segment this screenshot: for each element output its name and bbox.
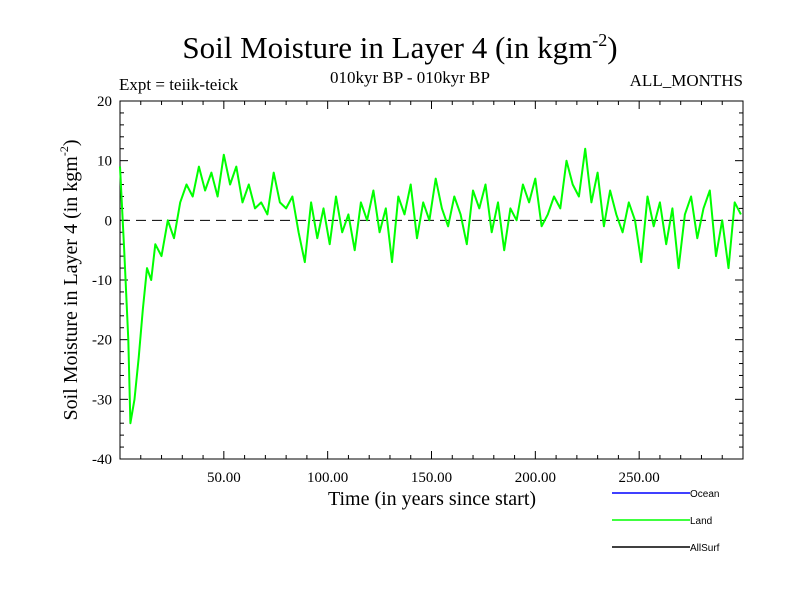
x-tick-label: 250.00 — [619, 470, 660, 486]
chart-title-superscript: -2 — [592, 30, 608, 50]
y-tick-label: 10 — [97, 154, 112, 170]
months-label: ALL_MONTHS — [629, 71, 743, 90]
plot-frame — [119, 100, 744, 460]
experiment-label: Expt = teiik-teick — [119, 75, 239, 94]
y-axis-label-superscript: -2 — [57, 146, 71, 156]
chart-title: Soil Moisture in Layer 4 (in kgm-2) — [0, 30, 800, 66]
y-axis-label: Soil Moisture in Layer 4 (in kgm-2) — [57, 139, 82, 420]
y-tick-label: 0 — [105, 213, 113, 229]
legend-label-allsurf: AllSurf — [690, 543, 720, 554]
x-tick-label: 150.00 — [411, 470, 452, 486]
chart-title-close: ) — [607, 30, 618, 65]
x-tick-label: 200.00 — [515, 470, 556, 486]
x-tick-label: 100.00 — [307, 470, 348, 486]
y-tick-label: -20 — [92, 333, 112, 349]
y-tick-label: -40 — [92, 452, 112, 468]
x-tick-label: 50.00 — [207, 470, 241, 486]
y-tick-label: -10 — [92, 273, 112, 289]
period-label: 010kyr BP - 010kyr BP — [330, 68, 490, 87]
chart-title-main: Soil Moisture in Layer 4 (in kgm — [182, 30, 593, 65]
y-tick-label: 20 — [97, 94, 112, 110]
x-axis-label: Time (in years since start) — [328, 488, 536, 510]
y-axis-label-main: Soil Moisture in Layer 4 (in kgm — [60, 156, 82, 421]
series-line-land — [119, 147, 742, 425]
legend-label-ocean: Ocean — [690, 489, 719, 500]
y-axis-label-close: ) — [60, 139, 82, 146]
y-tick-label: -30 — [92, 392, 112, 408]
legend-label-land: Land — [690, 516, 712, 527]
